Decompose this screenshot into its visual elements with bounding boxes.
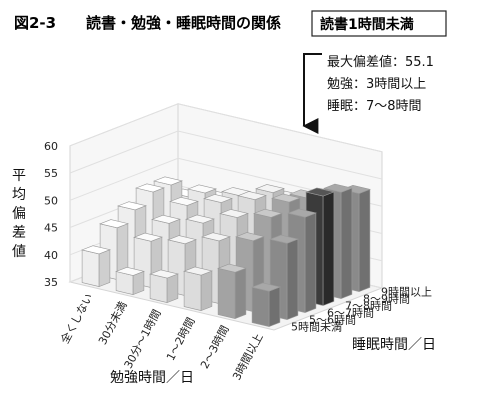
bar — [115, 266, 145, 296]
value-tick-label: 40 — [44, 249, 58, 262]
annotation-arrow — [302, 53, 322, 134]
value-tick-label: 60 — [44, 140, 58, 153]
value-axis-title-char: 平 — [12, 168, 26, 184]
study-axis-title: 勉強時間／日 — [110, 370, 194, 386]
sleep-category-label: 5時間未満 — [291, 321, 342, 334]
study-category-label: 30分〜1時間 — [122, 307, 164, 370]
value-tick-label: 45 — [44, 222, 58, 235]
subtitle-box — [311, 10, 447, 37]
bar — [81, 245, 111, 288]
figure-title: 読書・勉強・睡眠時間の関係 — [86, 14, 281, 32]
value-axis-title-char: 均 — [12, 187, 26, 203]
sleep-category-label: 9時間以上 — [381, 286, 432, 299]
study-category-label: 全くしない — [57, 291, 95, 346]
sleep-category-label: 5〜6時間 — [309, 314, 356, 327]
bar — [217, 263, 247, 320]
annotation-line-2: 勉強：3時間以上 — [327, 77, 426, 92]
bar — [251, 282, 281, 328]
annotation-line-3: 睡眠：7〜8時間 — [327, 99, 422, 114]
value-axis-title-char: 差 — [12, 225, 26, 241]
value-axis-title-char: 値 — [12, 244, 26, 260]
annotation-line-1: 最大偏差値：55.1 — [327, 54, 434, 70]
bar — [183, 266, 213, 312]
sleep-category-label: 8〜9時間 — [363, 293, 410, 306]
gridline — [69, 130, 383, 180]
value-axis-title-char: 偏 — [12, 206, 26, 222]
gridline — [69, 103, 383, 153]
sleep-category-label: 7〜8時間 — [345, 300, 392, 313]
study-category-label: 1〜2時間 — [164, 315, 198, 363]
sleep-axis-title: 睡眠時間／日 — [352, 337, 436, 353]
study-category-label: 30分未満 — [96, 299, 130, 347]
value-tick-label: 55 — [44, 167, 58, 180]
figure-subtitle: 読書1時間未満 — [320, 16, 414, 33]
sleep-category-label: 6〜7時間 — [327, 307, 374, 320]
bar — [149, 269, 179, 304]
chart-bars — [81, 176, 371, 328]
study-category-label: 2〜3時間 — [198, 323, 232, 371]
value-tick-label: 50 — [44, 194, 58, 207]
study-category-label: 3時間以上 — [230, 331, 265, 382]
figure-label: 図2-3 — [14, 14, 56, 32]
value-tick-label: 35 — [44, 276, 58, 289]
